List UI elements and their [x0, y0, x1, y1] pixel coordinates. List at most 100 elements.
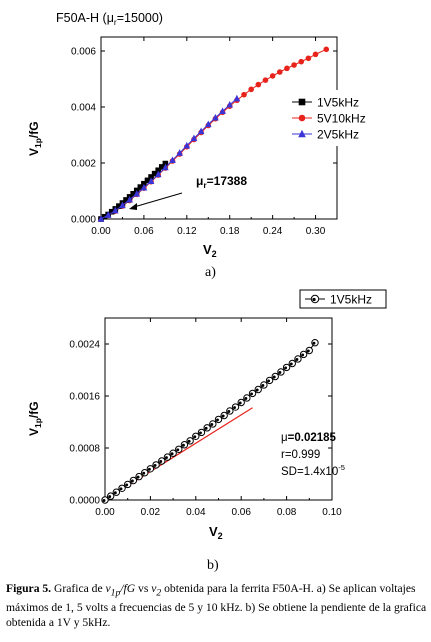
chart-b-series-0 [101, 339, 319, 504]
chart-b-series-0-point-23-dot [233, 406, 236, 409]
chart-b-series-0-point-36-dot [306, 349, 310, 353]
chart-b-series-0-point-12-dot [170, 452, 174, 456]
chart-a-series-0-point-9 [130, 191, 136, 197]
chart-a-series-1-point-20 [241, 91, 247, 98]
chart-a-series-2-point-7 [147, 177, 155, 184]
chart-b-annotation: μ=0.02185 r=0.999 SD=1.4x10-5 [281, 432, 345, 478]
chart-a-series-2-point-15 [204, 120, 212, 128]
chart-a-series-2-point-5 [133, 190, 141, 197]
chart-b-series-0-point-16-dot [193, 435, 197, 439]
chart-b-marks [101, 339, 319, 504]
chart-a-legend-marker-1 [298, 114, 306, 122]
chart-a-xlabel: V2 [203, 242, 217, 259]
chart-b-xtick-label-1: 0.02 [141, 507, 161, 518]
chart-b-xtick-label-5: 0.10 [322, 507, 342, 518]
chart-b-series-0-point-37-dot [312, 341, 316, 345]
chart-b-ytick-label-2: 0.0016 [69, 392, 100, 403]
chart-b-series-0-point-31-dot [278, 371, 282, 374]
chart-b-series-0-point-22-dot [227, 410, 231, 413]
chart-a-series-1-point-28 [298, 58, 305, 65]
chart-b-series-0-point-25-dot [244, 397, 248, 400]
chart-b-series-0-point-32-dot [284, 366, 288, 370]
chart-b-series-0-point-30-dot [272, 375, 276, 379]
chart-b-series-0-point-15-dot [187, 439, 191, 443]
chart-a-xtick-label-4: 0.24 [263, 226, 283, 237]
chart-a-series-0-point-13 [144, 177, 151, 184]
chart-b-series-0-point-5-dot [130, 479, 134, 483]
chart-b-legend-marker-0-dot [312, 297, 316, 302]
chart-b-xlabel: V2 [209, 524, 223, 541]
chart-a-xtick-label-5: 0.30 [306, 226, 326, 237]
chart-b-series-0-point-2-dot [113, 491, 117, 495]
chart-a-series-2-point-18 [226, 100, 234, 108]
panel-label-a: a) [205, 265, 216, 280]
chart-a-series-1-point-21 [248, 86, 254, 93]
chart-a-series-2-point-1 [104, 211, 112, 218]
panel-label-b: b) [207, 558, 219, 573]
chart-a-annotation-arrow [133, 192, 183, 208]
chart-a-series-2 [97, 94, 241, 222]
chart-b-ytick-label-0: 0.0000 [69, 496, 100, 507]
chart-a-series-2-point-19 [233, 94, 241, 102]
chart-a-ytick-label-1: 0.002 [71, 159, 96, 170]
chart-a-series-0-point-18 [162, 160, 169, 167]
chart-a: F50A-H (μr=15000) 0.00 0.06 0.12 0.18 0.24 0.… [27, 11, 376, 280]
chart-b-legend: 1V5kHz [299, 289, 387, 309]
chart-a-annotation: μr=17388 [129, 174, 247, 210]
chart-b-mu: μ=0.02185 [281, 432, 337, 444]
chart-b-xtick-label-4: 0.08 [277, 507, 297, 518]
chart-a-xtick-label-0: 0.00 [91, 226, 111, 237]
chart-a-series-2-point-3 [119, 201, 126, 209]
chart-a-annotation-arrowhead [129, 203, 137, 210]
chart-a-ytick-label-3: 0.006 [71, 47, 96, 58]
chart-b-ticks: 0.00 0.02 0.04 0.06 0.08 0.10 0.0000 0.0008 0.00… [69, 318, 342, 518]
chart-a-series-2-point-2 [112, 206, 119, 214]
chart-b-legend-label-0: 1V5kHz [330, 293, 372, 307]
chart-b-series-0-point-33-dot [289, 362, 293, 366]
chart-b-series-0-point-3-dot [119, 487, 123, 491]
chart-a-xtick-label-1: 0.06 [134, 226, 154, 237]
chart-a-series-1-point-29 [305, 55, 312, 62]
chart-b-series-0-point-0-dot [102, 499, 106, 502]
chart-b-xtick-label-2: 0.04 [186, 507, 206, 518]
chart-b-ylabel: V1p/fG [27, 401, 43, 436]
chart-a-legend-label-1: 5V10kHz [317, 112, 366, 126]
chart-a-series-2-point-16 [212, 113, 219, 121]
chart-a-series-0-point-14 [148, 174, 154, 180]
chart-b-series-0-point-8-dot [147, 467, 151, 471]
chart-a-series-2-point-14 [197, 127, 205, 135]
chart-b-series-0-point-4-dot [125, 483, 129, 487]
chart-b-series-0-point-10-dot [159, 460, 163, 463]
chart-a-series-0-point-16 [155, 167, 162, 174]
chart-a-series-0-point-7 [123, 197, 129, 203]
chart-a-series-2-point-8 [154, 170, 162, 178]
chart-a-legend-marker-2 [298, 129, 306, 138]
chart-b-ytick-label-3: 0.0024 [69, 340, 100, 351]
chart-a-series-2-point-13 [190, 134, 198, 142]
chart-a-series-0-point-3 [108, 208, 115, 215]
chart-b-xtick-label-0: 0.00 [95, 507, 115, 518]
chart-b-series-0-point-7-dot [142, 471, 146, 475]
chart-b-series-0-point-18-dot [204, 426, 208, 430]
chart-a-legend-label-0: 1V5kHz [317, 96, 359, 110]
chart-b-series-0-point-17-dot [199, 431, 202, 435]
chart-b-series-0-point-28-dot [261, 384, 265, 387]
chart-a-series-1-point-27 [291, 62, 297, 68]
chart-b-series-0-point-24-dot [238, 401, 242, 405]
chart-a-xtick-label-2: 0.12 [177, 226, 197, 237]
chart-b-series-0-point-1-dot [108, 495, 112, 499]
chart-b-sd: SD=1.4x10-5 [281, 463, 345, 478]
chart-a-series-0-point-15 [151, 170, 158, 177]
chart-a-series-1-point-31 [323, 46, 330, 53]
chart-b-series-0-point-9-dot [153, 463, 157, 467]
chart-a-ytick-label-0: 0.000 [71, 215, 96, 226]
chart-b-series-0-point-11-dot [164, 456, 168, 460]
chart-a-series-1-point-30 [312, 51, 319, 58]
chart-a-series-2-point-0 [97, 215, 105, 222]
chart-b-series-0-point-34-dot [295, 358, 299, 361]
chart-b-series-0-point-20-dot [216, 418, 219, 422]
chart-a-series-2-point-11 [176, 149, 183, 156]
chart-a-series-1-point-26 [284, 65, 290, 72]
chart-b-legend-box [299, 289, 387, 309]
chart-b-series-0-point-19-dot [210, 423, 214, 426]
